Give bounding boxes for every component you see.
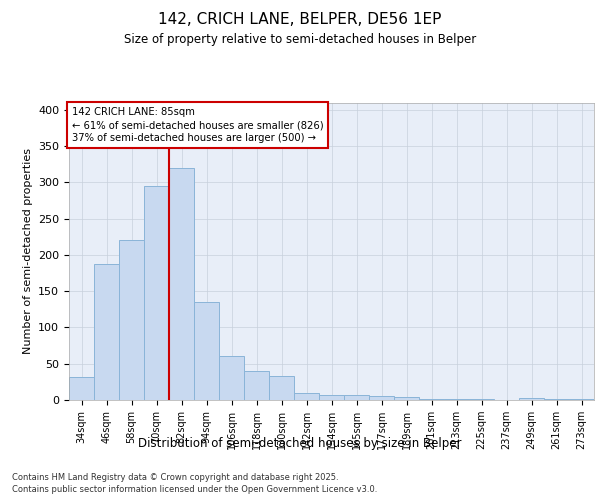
Bar [194, 302, 219, 400]
Text: 142, CRICH LANE, BELPER, DE56 1EP: 142, CRICH LANE, BELPER, DE56 1EP [158, 12, 442, 28]
Bar [244, 371, 269, 400]
Text: Contains HM Land Registry data © Crown copyright and database right 2025.: Contains HM Land Registry data © Crown c… [12, 472, 338, 482]
Bar [119, 240, 144, 400]
Bar [569, 398, 594, 400]
Bar [519, 398, 544, 400]
Bar [169, 168, 194, 400]
Bar [144, 186, 169, 400]
Bar [369, 396, 394, 400]
Bar [319, 395, 344, 400]
Text: Contains public sector information licensed under the Open Government Licence v3: Contains public sector information licen… [12, 485, 377, 494]
Bar [94, 264, 119, 400]
Y-axis label: Number of semi-detached properties: Number of semi-detached properties [23, 148, 32, 354]
Text: 142 CRICH LANE: 85sqm
← 61% of semi-detached houses are smaller (826)
37% of sem: 142 CRICH LANE: 85sqm ← 61% of semi-deta… [71, 107, 323, 144]
Text: Distribution of semi-detached houses by size in Belper: Distribution of semi-detached houses by … [138, 438, 462, 450]
Bar [269, 376, 294, 400]
Text: Size of property relative to semi-detached houses in Belper: Size of property relative to semi-detach… [124, 32, 476, 46]
Bar [344, 395, 369, 400]
Bar [419, 398, 444, 400]
Bar [294, 392, 319, 400]
Bar [69, 377, 94, 400]
Bar [219, 356, 244, 400]
Bar [394, 397, 419, 400]
